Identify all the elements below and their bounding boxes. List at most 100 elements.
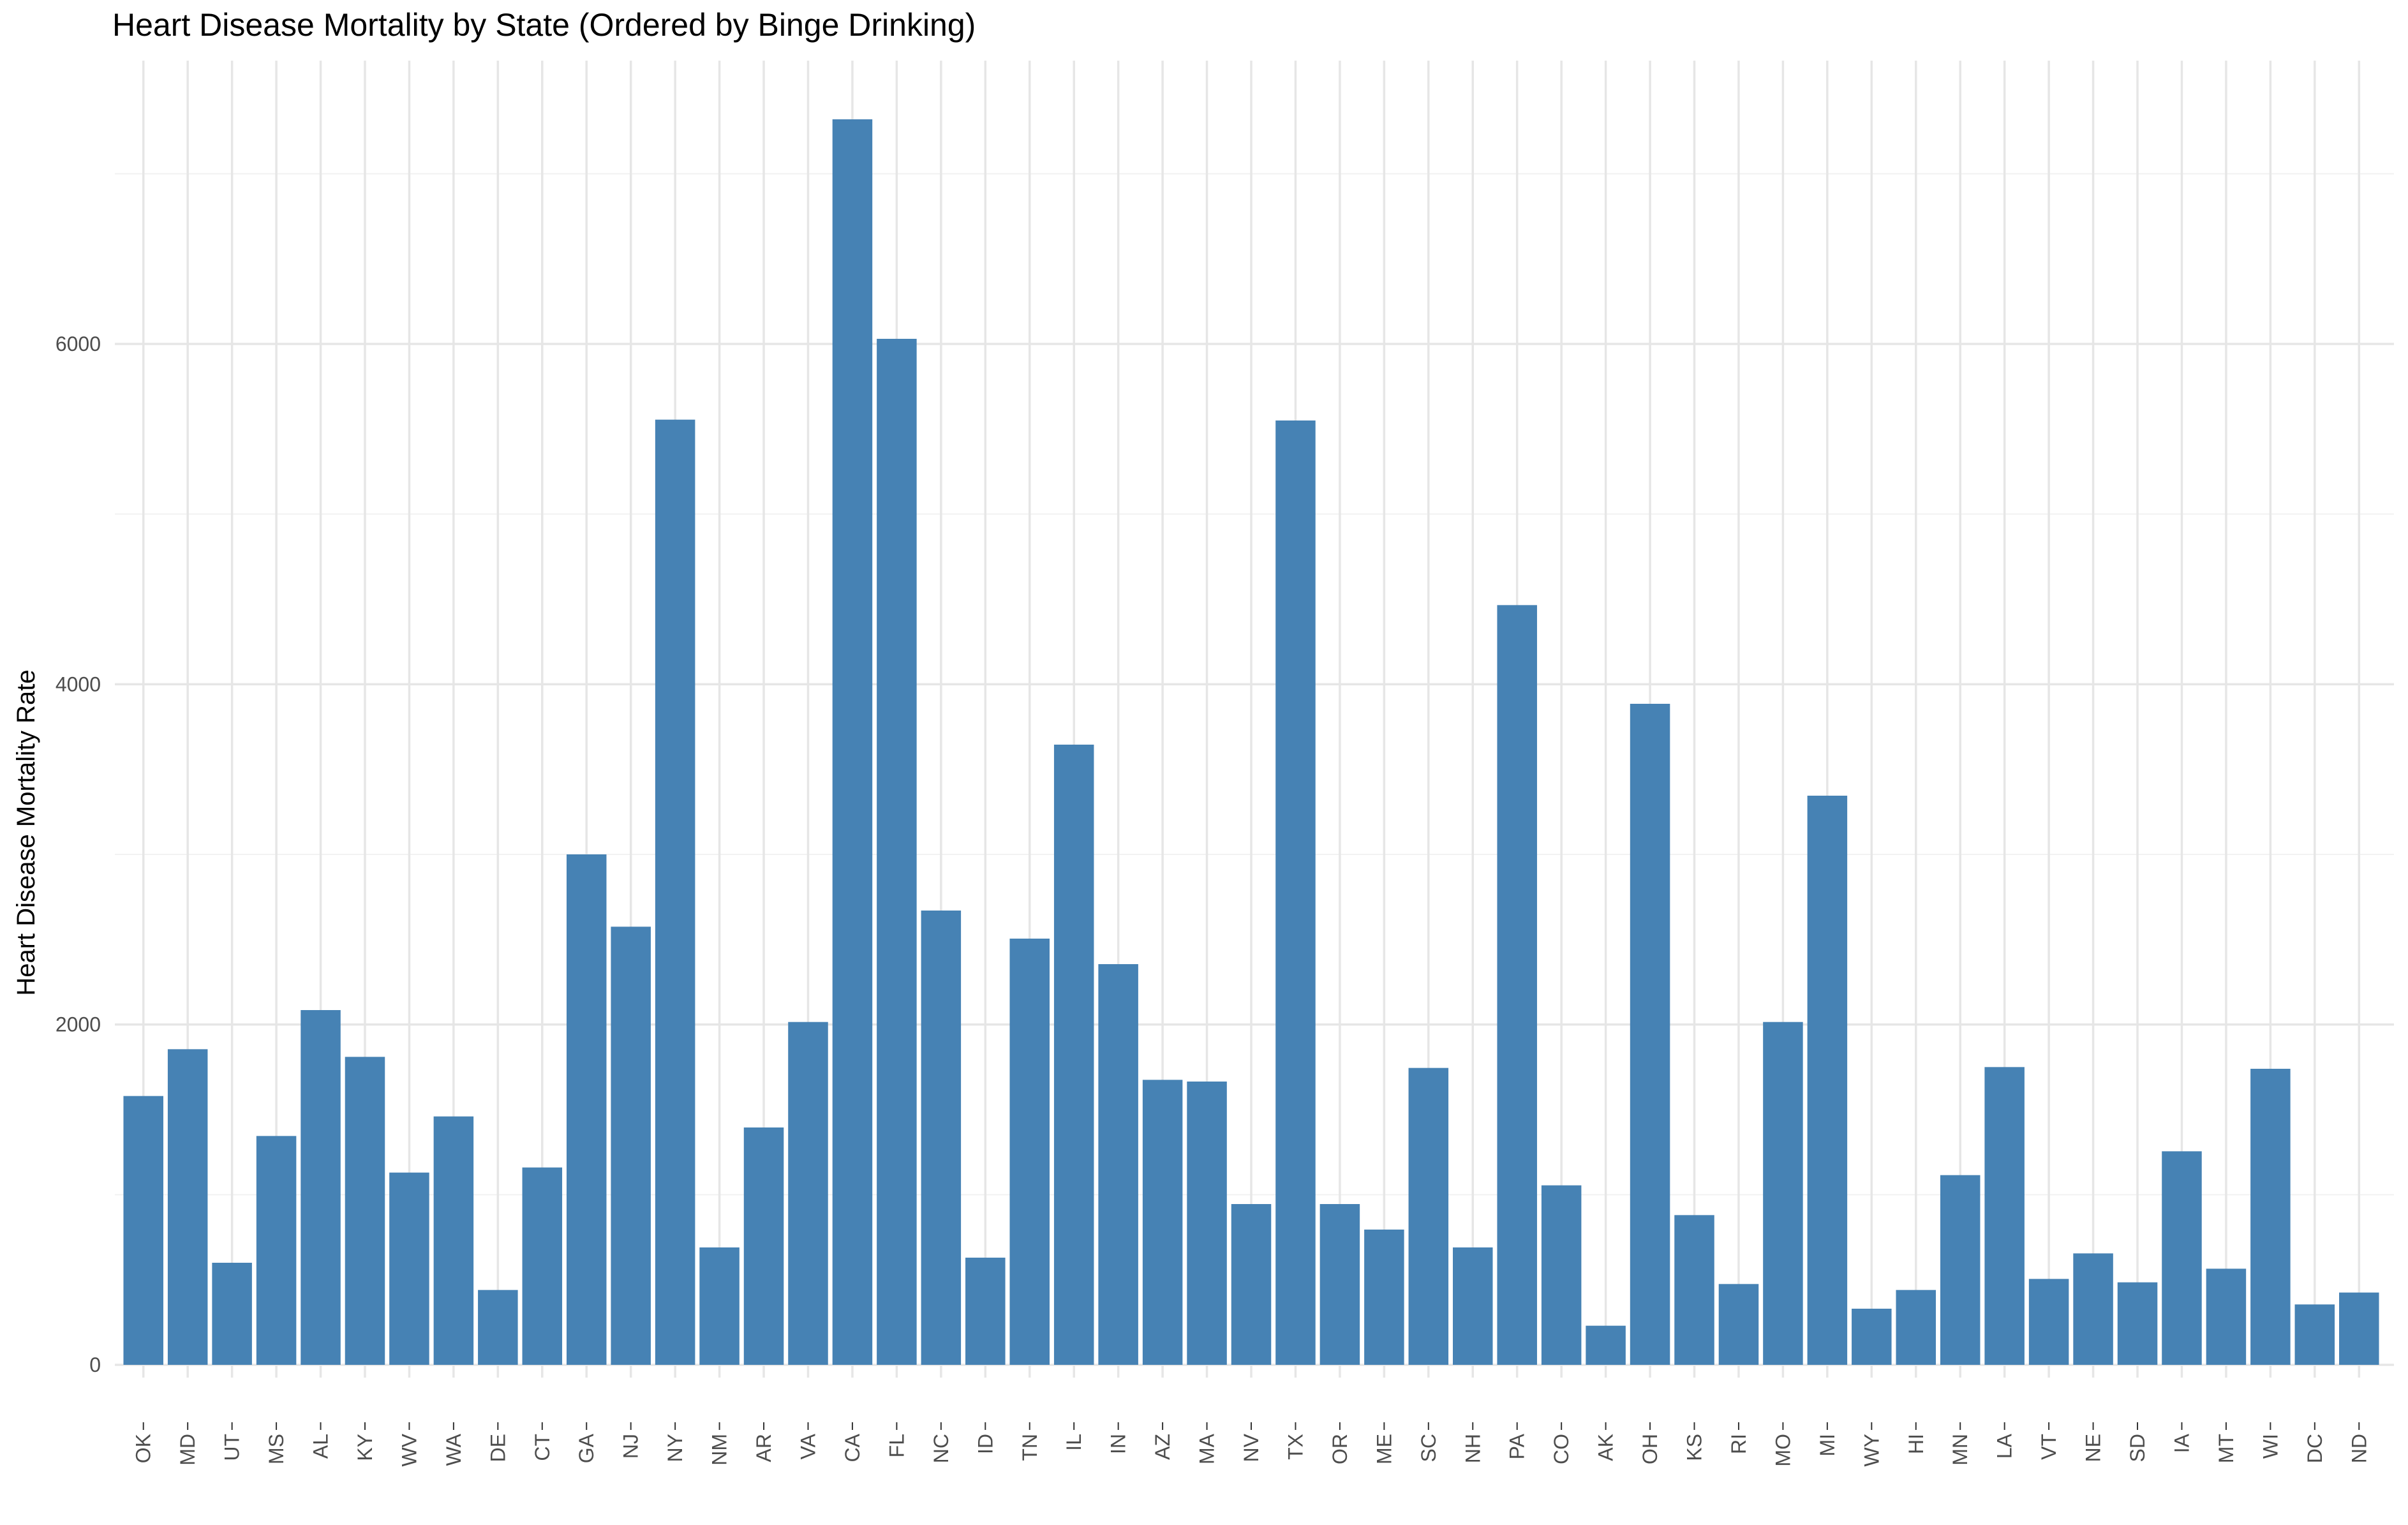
- bar-ut: [212, 1263, 252, 1365]
- y-tick-label: 6000: [56, 332, 101, 355]
- x-tick-label: GA: [575, 1433, 598, 1463]
- bar-mt: [2206, 1268, 2247, 1365]
- x-tick-label: AK: [1594, 1434, 1617, 1461]
- y-axis: 0 2000 4000 6000: [56, 332, 101, 1376]
- x-tick-label: WI: [2259, 1434, 2282, 1459]
- x-tick-label: OK: [132, 1434, 155, 1463]
- x-tick-label: PA: [1506, 1433, 1529, 1459]
- x-tick-label: DC: [2303, 1434, 2326, 1463]
- bar-ok: [123, 1096, 163, 1365]
- x-tick-label: DE: [486, 1434, 509, 1462]
- bar-mo: [1763, 1022, 1803, 1365]
- x-tick-label: MD: [176, 1434, 199, 1466]
- bar-nm: [699, 1247, 739, 1365]
- bar-ca: [832, 119, 873, 1365]
- bar-pa: [1497, 605, 1537, 1365]
- x-tick-label: MO: [1771, 1434, 1794, 1467]
- x-tick-label: FL: [885, 1434, 908, 1457]
- bar-wy: [1852, 1309, 1892, 1365]
- x-tick-label: TN: [1018, 1434, 1041, 1461]
- y-tick-label: 2000: [56, 1013, 101, 1036]
- x-tick-label: IN: [1107, 1434, 1130, 1454]
- bar-hi: [1896, 1290, 1936, 1365]
- bar-ks: [1674, 1215, 1714, 1365]
- x-tick-label: AR: [752, 1434, 775, 1462]
- bar-vt: [2028, 1279, 2069, 1365]
- bar-wa: [433, 1116, 474, 1365]
- bar-sc: [1408, 1068, 1449, 1365]
- bar-az: [1142, 1080, 1183, 1365]
- bar-va: [788, 1022, 828, 1365]
- bar-fl: [877, 339, 917, 1365]
- bar-me: [1364, 1230, 1404, 1365]
- bar-dc: [2294, 1304, 2335, 1365]
- bar-wv: [389, 1172, 429, 1365]
- bar-ia: [2162, 1151, 2202, 1365]
- x-tick-label: AL: [309, 1434, 332, 1459]
- x-tick-label: RI: [1727, 1434, 1750, 1454]
- bar-ny: [655, 419, 695, 1365]
- x-tick-label: WV: [398, 1433, 420, 1466]
- x-axis: OK MD UT MS AL KY WV WA DE CT GA NJ NY NM AR VA CA FL NC ID…: [132, 1422, 2370, 1467]
- x-tick-label: WA: [442, 1433, 465, 1466]
- bar-la: [1984, 1067, 2025, 1365]
- bar-wi: [2250, 1069, 2291, 1365]
- x-tick-label: ID: [974, 1434, 997, 1454]
- x-tick-label: MT: [2215, 1434, 2238, 1463]
- x-tick-label: HI: [1905, 1434, 1928, 1454]
- x-tick-label: LA: [1993, 1433, 2016, 1459]
- bar-il: [1053, 745, 1094, 1365]
- x-tick-label: MI: [1816, 1434, 1839, 1457]
- chart-title: Heart Disease Mortality by State (Ordere…: [112, 7, 976, 43]
- x-tick-label: UT: [221, 1434, 244, 1461]
- x-tick-label: AZ: [1151, 1434, 1174, 1460]
- bar-ar: [743, 1127, 784, 1365]
- x-tick-label: NJ: [620, 1434, 643, 1459]
- x-tick-label: SD: [2126, 1434, 2149, 1462]
- bar-or: [1319, 1204, 1360, 1365]
- bar-ky: [345, 1057, 385, 1365]
- x-tick-label: IA: [2170, 1433, 2193, 1453]
- bar-mi: [1807, 796, 1848, 1365]
- bar-al: [301, 1010, 341, 1365]
- x-tick-label: NV: [1240, 1433, 1263, 1462]
- bar-nv: [1231, 1204, 1272, 1365]
- x-tick-label: MS: [265, 1434, 288, 1464]
- x-tick-label: CO: [1550, 1434, 1573, 1464]
- x-tick-label: ME: [1372, 1434, 1395, 1464]
- x-tick-label: NE: [2082, 1434, 2105, 1462]
- x-tick-label: TX: [1284, 1434, 1307, 1460]
- y-tick-label: 0: [89, 1353, 101, 1376]
- y-tick-label: 4000: [56, 673, 101, 696]
- x-tick-label: OR: [1328, 1434, 1351, 1464]
- x-tick-label: VA: [796, 1433, 819, 1459]
- x-tick-label: IL: [1062, 1434, 1085, 1451]
- bars-layer: [123, 119, 2379, 1365]
- bar-oh: [1630, 704, 1670, 1365]
- bar-mn: [1940, 1175, 1981, 1365]
- bar-de: [478, 1290, 518, 1365]
- x-tick-label: CA: [841, 1433, 864, 1462]
- bar-tx: [1275, 420, 1316, 1365]
- x-tick-label: SC: [1417, 1434, 1440, 1462]
- x-tick-label: NH: [1461, 1434, 1484, 1463]
- bar-ne: [2073, 1253, 2113, 1365]
- x-tick-label: OH: [1639, 1434, 1661, 1464]
- bar-ct: [522, 1167, 563, 1365]
- x-tick-label: VT: [2037, 1434, 2060, 1460]
- bar-tn: [1009, 939, 1050, 1365]
- bar-ms: [256, 1136, 297, 1365]
- bar-co: [1541, 1185, 1582, 1365]
- bar-id: [965, 1258, 1006, 1365]
- bar-md: [167, 1049, 208, 1365]
- bar-ak: [1586, 1325, 1626, 1365]
- bar-sd: [2117, 1282, 2158, 1365]
- x-tick-label: NC: [930, 1434, 953, 1463]
- y-axis-title: Heart Disease Mortality Rate: [12, 669, 40, 995]
- bar-nj: [611, 926, 651, 1365]
- x-tick-label: MN: [1949, 1434, 1972, 1466]
- x-tick-label: WY: [1860, 1434, 1883, 1467]
- x-tick-label: KS: [1683, 1434, 1706, 1461]
- x-tick-label: CT: [531, 1434, 554, 1461]
- bar-in: [1098, 964, 1138, 1365]
